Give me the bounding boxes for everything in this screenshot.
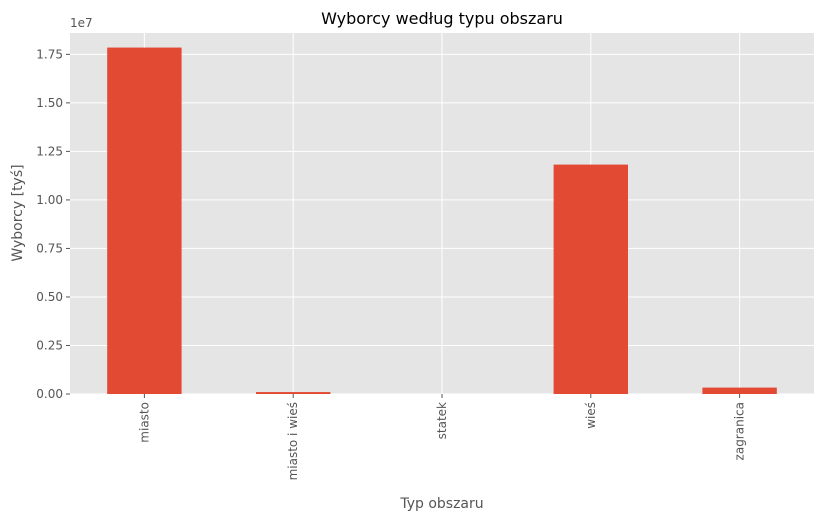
y-axis-ticks: 0.00 0.25 0.50 0.75 1.00 1.25 1.50 1.75 [36,47,70,401]
bar-1 [256,392,331,394]
y-tick-label: 1.25 [36,144,63,158]
x-axis-label: Typ obszaru [399,496,483,512]
x-tick-label: miasto [137,402,151,443]
x-tick-label: zagranica [733,402,747,460]
y-tick-label: 1.50 [36,96,63,110]
chart-title: Wyborcy według typu obszaru [321,9,563,28]
x-tick-label: miasto i wieś [286,402,300,480]
y-tick-label: 0.25 [36,338,63,352]
bar-4 [702,387,777,394]
y-offset-label: 1e7 [70,16,93,30]
y-tick-label: 0.00 [36,387,63,401]
y-tick-label: 0.50 [36,290,63,304]
bar-0 [107,47,182,394]
y-tick-label: 0.75 [36,241,63,255]
x-tick-label: statek [435,402,449,439]
x-axis-ticks: miasto miasto i wieś statek wieś zagranica [137,394,747,480]
y-axis-label: Wyborcy [tyś] [10,164,26,261]
bars [107,47,777,394]
x-tick-label: wieś [584,402,598,429]
bar-3 [553,164,628,394]
y-tick-label: 1.75 [36,47,63,61]
y-tick-label: 1.00 [36,193,63,207]
